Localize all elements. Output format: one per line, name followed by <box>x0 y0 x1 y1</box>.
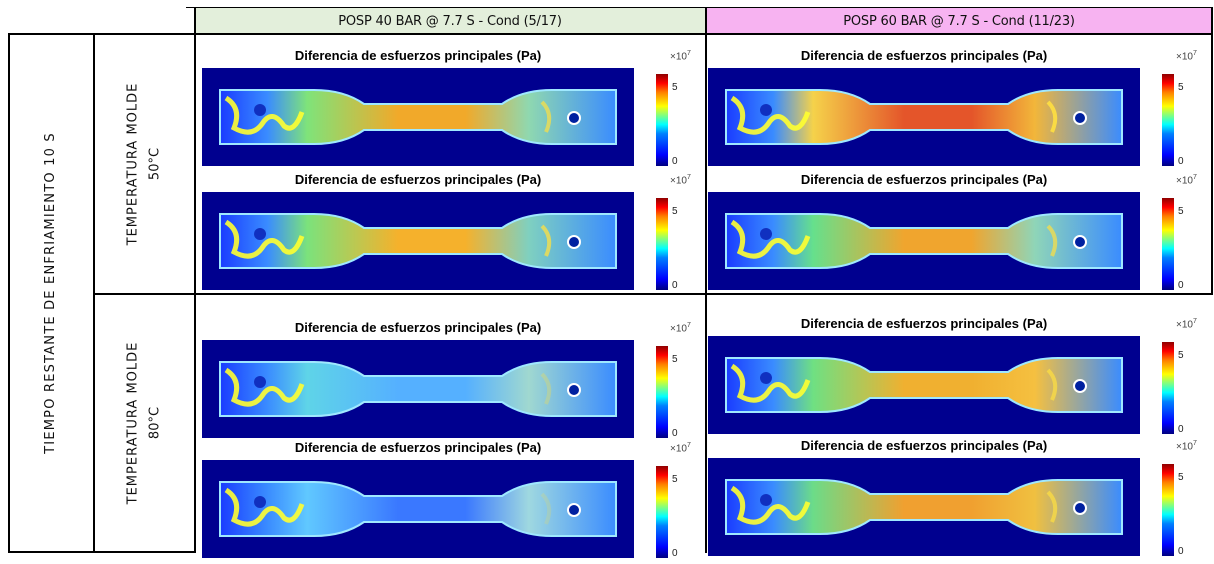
colorbar-tick-0: 0 <box>672 280 678 291</box>
stress-map-image <box>202 192 634 290</box>
row-label-50c-line1: TEMPERATURA MOLDE <box>125 82 140 246</box>
colorbar-tick-5: 5 <box>1178 350 1184 361</box>
stress-panel-40bar-50c-a: Diferencia de esfuerzos principales (Pa)… <box>198 48 698 172</box>
colorbar-exponent-base: ×10 <box>670 323 687 335</box>
grid-line <box>8 34 10 552</box>
grid-line <box>94 293 1212 295</box>
colorbar <box>1162 342 1174 434</box>
row-group-label-text: TIEMPO RESTANTE DE ENFRIAMIENTO 10 S <box>43 132 59 454</box>
colorbar-exponent-base: ×10 <box>670 443 687 455</box>
colorbar <box>656 74 668 166</box>
colorbar <box>656 466 668 558</box>
colorbar-exponent-base: ×10 <box>1176 51 1193 63</box>
stress-map-image <box>708 336 1140 434</box>
colorbar-exponent-power: 7 <box>1192 50 1197 57</box>
colorbar-tick-5: 5 <box>1178 472 1184 483</box>
colorbar-exponent-power: 7 <box>1192 174 1197 181</box>
panel-title: Diferencia de esfuerzos principales (Pa) <box>800 438 1048 453</box>
colorbar-tick-0: 0 <box>1178 546 1184 557</box>
stress-panel-40bar-80c-b: Diferencia de esfuerzos principales (Pa)… <box>198 440 698 564</box>
colorbar-tick-5: 5 <box>672 206 678 217</box>
row-label-80c-line2: 80°C <box>147 406 162 440</box>
stress-panel-60bar-80c-b: Diferencia de esfuerzos principales (Pa)… <box>704 438 1204 562</box>
panel-title: Diferencia de esfuerzos principales (Pa) <box>294 320 542 335</box>
colorbar-exponent-power: 7 <box>686 442 691 449</box>
colorbar-exponent: ×107 <box>1176 440 1197 452</box>
stress-map-image <box>708 68 1140 166</box>
grid-line <box>705 7 707 553</box>
colorbar <box>656 198 668 290</box>
stress-map-image <box>202 460 634 558</box>
column-header-60bar: POSP 60 BAR @ 7.7 S - Cond (11/23) <box>706 8 1212 34</box>
row-label-50c: TEMPERATURA MOLDE 50°C <box>94 34 194 294</box>
colorbar-tick-5: 5 <box>1178 82 1184 93</box>
row-label-80c-line1: TEMPERATURA MOLDE <box>125 341 140 505</box>
colorbar-exponent: ×107 <box>1176 50 1197 62</box>
column-header-40bar: POSP 40 BAR @ 7.7 S - Cond (5/17) <box>194 8 706 34</box>
grid-line <box>8 551 196 553</box>
colorbar-exponent-power: 7 <box>1192 318 1197 325</box>
stress-panel-60bar-80c-a: Diferencia de esfuerzos principales (Pa)… <box>704 316 1204 440</box>
row-label-50c-text: TEMPERATURA MOLDE 50°C <box>122 83 166 246</box>
panel-title: Diferencia de esfuerzos principales (Pa) <box>294 48 542 63</box>
colorbar-exponent: ×107 <box>670 174 691 186</box>
colorbar <box>1162 198 1174 290</box>
stress-map-image <box>202 68 634 166</box>
colorbar-tick-0: 0 <box>1178 424 1184 435</box>
grid-line <box>8 33 1212 35</box>
stress-panel-40bar-80c-a: Diferencia de esfuerzos principales (Pa)… <box>198 320 698 444</box>
grid-line <box>194 7 196 553</box>
colorbar-tick-0: 0 <box>1178 280 1184 291</box>
row-group-label: TIEMPO RESTANTE DE ENFRIAMIENTO 10 S <box>8 34 94 552</box>
panel-title: Diferencia de esfuerzos principales (Pa) <box>294 172 542 187</box>
colorbar-tick-5: 5 <box>1178 206 1184 217</box>
stress-map-image <box>708 458 1140 556</box>
colorbar-tick-0: 0 <box>672 428 678 439</box>
colorbar <box>1162 74 1174 166</box>
panel-title: Diferencia de esfuerzos principales (Pa) <box>800 48 1048 63</box>
colorbar-exponent-base: ×10 <box>670 175 687 187</box>
colorbar-tick-5: 5 <box>672 354 678 365</box>
row-label-50c-line2: 50°C <box>147 147 162 181</box>
colorbar <box>1162 464 1174 556</box>
stress-map-image <box>708 192 1140 290</box>
column-header-60bar-label: POSP 60 BAR @ 7.7 S - Cond (11/23) <box>843 13 1075 29</box>
colorbar-tick-5: 5 <box>672 474 678 485</box>
colorbar-tick-0: 0 <box>672 156 678 167</box>
colorbar-tick-0: 0 <box>1178 156 1184 167</box>
colorbar-exponent: ×107 <box>670 442 691 454</box>
panel-title: Diferencia de esfuerzos principales (Pa) <box>294 440 542 455</box>
grid-line <box>1211 7 1213 295</box>
stress-map-image <box>202 340 634 438</box>
colorbar-exponent-base: ×10 <box>1176 175 1193 187</box>
panel-title: Diferencia de esfuerzos principales (Pa) <box>800 172 1048 187</box>
grid-line <box>186 7 1212 8</box>
colorbar-exponent-base: ×10 <box>670 51 687 63</box>
colorbar-exponent-power: 7 <box>1192 440 1197 447</box>
colorbar-exponent-base: ×10 <box>1176 319 1193 331</box>
colorbar-exponent: ×107 <box>1176 318 1197 330</box>
stress-panel-40bar-50c-b: Diferencia de esfuerzos principales (Pa)… <box>198 172 698 296</box>
row-label-80c-text: TEMPERATURA MOLDE 80°C <box>122 342 166 505</box>
colorbar-exponent-power: 7 <box>686 174 691 181</box>
colorbar-exponent-power: 7 <box>686 322 691 329</box>
column-header-40bar-label: POSP 40 BAR @ 7.7 S - Cond (5/17) <box>338 13 562 29</box>
colorbar-exponent: ×107 <box>670 50 691 62</box>
colorbar-exponent-base: ×10 <box>1176 441 1193 453</box>
colorbar-exponent: ×107 <box>1176 174 1197 186</box>
panel-title: Diferencia de esfuerzos principales (Pa) <box>800 316 1048 331</box>
colorbar-tick-0: 0 <box>672 548 678 559</box>
stress-panel-60bar-50c-a: Diferencia de esfuerzos principales (Pa)… <box>704 48 1204 172</box>
colorbar-exponent-power: 7 <box>686 50 691 57</box>
row-label-80c: TEMPERATURA MOLDE 80°C <box>94 294 194 552</box>
colorbar-tick-5: 5 <box>672 82 678 93</box>
colorbar <box>656 346 668 438</box>
colorbar-exponent: ×107 <box>670 322 691 334</box>
stress-panel-60bar-50c-b: Diferencia de esfuerzos principales (Pa)… <box>704 172 1204 296</box>
